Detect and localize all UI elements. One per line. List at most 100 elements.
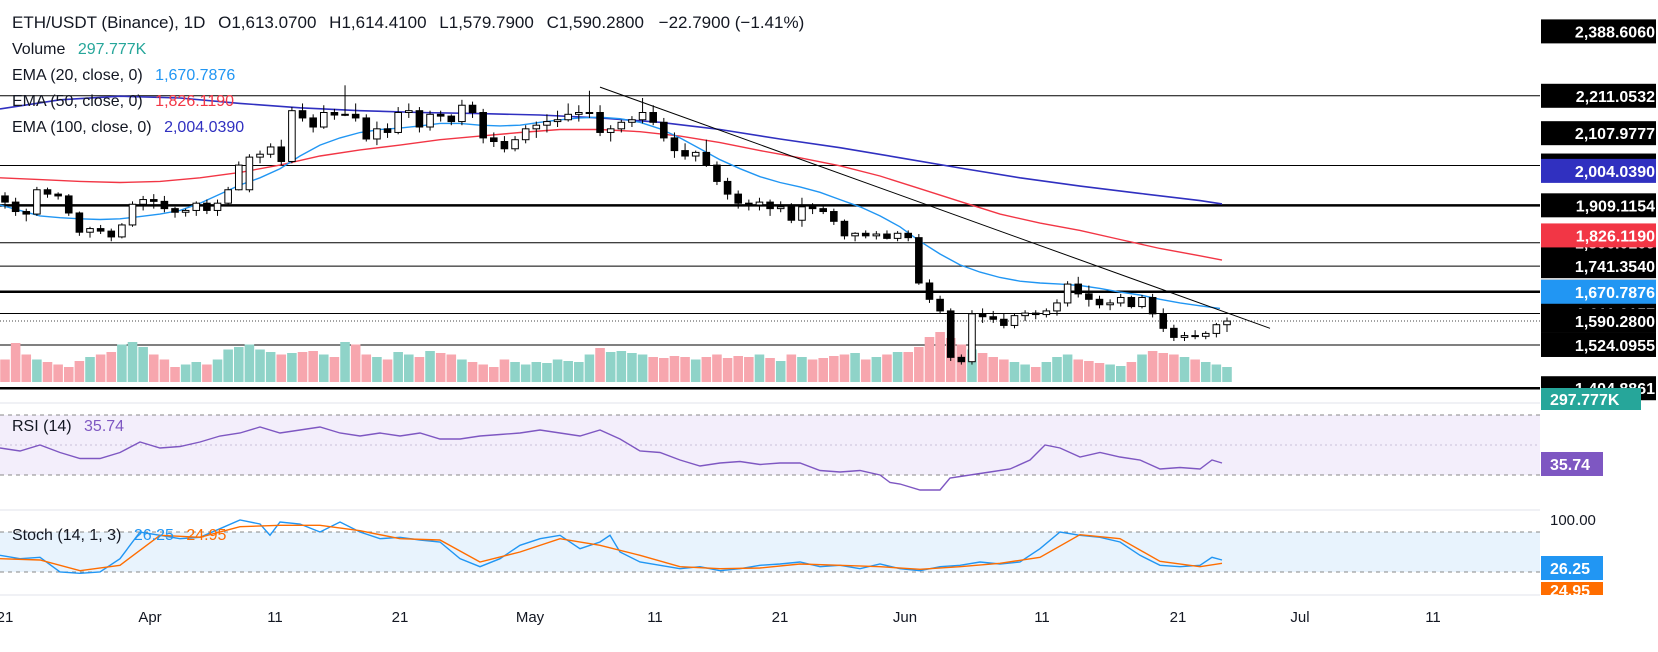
volume-bar: [1052, 357, 1062, 382]
level-tag-label: 2,211.0532: [1576, 89, 1655, 106]
rsi-tag-bg: [1541, 452, 1603, 476]
candle-body: [755, 201, 764, 206]
price-tag-label: 1,590.2800: [1575, 314, 1655, 331]
candle-body: [1116, 297, 1125, 304]
volume-bar: [563, 361, 573, 382]
candle-body: [351, 113, 360, 119]
volume-bar: [903, 352, 913, 382]
candle-body: [22, 211, 31, 215]
level-tag-label: 1,909.1154: [1576, 198, 1655, 215]
stoch-band: [0, 532, 1540, 572]
candle-body: [766, 201, 774, 210]
candle-body: [1042, 310, 1051, 316]
volume-bar: [329, 357, 340, 382]
candle-body: [1138, 297, 1146, 308]
volume-bar: [914, 347, 924, 382]
volume-bar: [180, 364, 191, 382]
candle-body: [203, 202, 211, 211]
candle-body: [776, 206, 785, 210]
volume-bar: [860, 359, 871, 382]
legend-stoch[interactable]: Stoch (14, 1, 3) 26.25 24.95: [12, 527, 226, 544]
volume-bar: [148, 354, 159, 382]
candle-body: [543, 121, 551, 126]
candle-body: [309, 117, 317, 128]
legend-volume[interactable]: Volume 297.777K: [12, 41, 147, 58]
level-tag-bg: [1541, 83, 1656, 108]
volume-bar: [1020, 364, 1030, 382]
candle-body: [957, 356, 966, 363]
candle-body: [330, 112, 339, 116]
volume-bar: [988, 357, 999, 382]
legend-ema50[interactable]: EMA (50, close, 0) 1,826.1190: [12, 93, 234, 110]
candle-body: [840, 220, 849, 237]
candle-body: [149, 199, 158, 202]
volume-bar: [1009, 362, 1020, 382]
legend-ema100[interactable]: EMA (100, close, 0) 2,004.0390: [12, 119, 244, 136]
candle-body: [256, 153, 264, 158]
volume-bar: [1073, 359, 1084, 382]
candle-body: [596, 112, 604, 133]
candle-body: [139, 199, 147, 205]
candle-body: [893, 232, 902, 239]
candle-body: [787, 206, 796, 221]
volume-bar: [276, 354, 287, 382]
candle-body: [319, 112, 328, 128]
candle-body: [490, 137, 498, 143]
legend-ema100-value: 2,004.0390: [164, 119, 244, 136]
legend-ema20[interactable]: EMA (20, close, 0) 1,670.7876: [12, 67, 235, 84]
price-tag-label: 1,826.1190: [1576, 228, 1655, 245]
volume-bar: [95, 354, 106, 382]
candle-body: [192, 202, 201, 211]
candle-body: [171, 208, 179, 213]
candle-body: [861, 232, 870, 237]
volume-tag-bg: [1541, 388, 1641, 410]
candle-body: [819, 208, 828, 213]
candle-body: [1031, 312, 1040, 316]
candle-body: [1106, 302, 1114, 306]
volume-bar: [212, 359, 223, 382]
legend-stoch-label: Stoch (14, 1, 3): [12, 527, 121, 544]
candle-body: [925, 282, 934, 300]
volume-bar: [297, 352, 308, 382]
legend-rsi[interactable]: RSI (14) 35.74: [12, 418, 124, 435]
candle-body: [883, 233, 891, 239]
candle-body: [447, 115, 456, 123]
legend: ETH/USDT (Binance), 1D O1,613.0700 H1,61…: [12, 13, 804, 544]
volume-bar: [85, 357, 95, 382]
candle-body: [11, 201, 20, 213]
volume-bar: [32, 359, 42, 382]
candle-body: [288, 110, 296, 162]
candle-body: [277, 146, 286, 162]
time-axis[interactable]: 21 Apr 11 21 May 11 21 Jun 11 21 Jul 11: [0, 609, 1441, 626]
candle-body: [160, 200, 169, 210]
price-tag-label: 2,004.0390: [1575, 164, 1655, 181]
volume-bar: [340, 342, 350, 382]
candle-body: [628, 119, 636, 123]
ohlc-open-key: O: [218, 13, 231, 32]
volume-bar: [1105, 364, 1115, 382]
volume-bar: [127, 342, 138, 382]
time-tick-label: 21: [392, 609, 409, 626]
candle-body: [872, 233, 881, 237]
legend-volume-label: Volume: [12, 41, 65, 58]
candle-body: [691, 151, 700, 157]
price-axis[interactable]: 2,388.60602,211.05322,107.97772,018.7940…: [1540, 0, 1658, 647]
volume-bar: [967, 349, 977, 382]
volume-bar: [457, 359, 467, 382]
volume-bar: [659, 358, 669, 382]
volume-bar: [1084, 361, 1094, 382]
candle-body: [1021, 312, 1029, 317]
volume-bar: [722, 358, 733, 382]
time-tick-label: 11: [267, 609, 283, 626]
volume-bar: [531, 362, 542, 382]
volume-bar: [701, 357, 712, 382]
ohlc-low-value: 1,579.7900: [449, 13, 534, 32]
candle-body: [468, 104, 477, 113]
volume-bar: [616, 351, 627, 382]
candle-body: [670, 137, 679, 152]
volume-bar: [924, 337, 935, 382]
trendline: [599, 86, 1271, 329]
level-tag-bg: [1541, 19, 1656, 44]
volume-bar: [10, 343, 21, 382]
